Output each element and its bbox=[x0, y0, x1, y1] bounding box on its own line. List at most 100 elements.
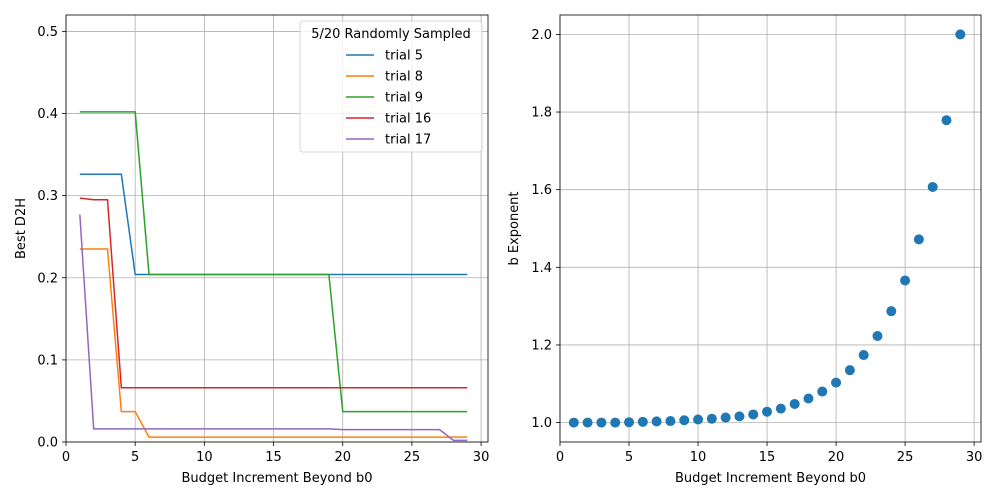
x-tick-label: 30 bbox=[966, 450, 983, 465]
x-tick: 10 bbox=[690, 442, 707, 465]
x-tick-label: 0 bbox=[62, 450, 70, 465]
y-tick-label: 1.0 bbox=[531, 416, 552, 431]
x-tick-label: 15 bbox=[759, 450, 776, 465]
x-tick: 5 bbox=[625, 442, 633, 465]
scatter-point bbox=[637, 416, 648, 427]
x-tick: 5 bbox=[131, 442, 139, 465]
legend-label: trial 9 bbox=[385, 91, 423, 106]
legend-label: trial 8 bbox=[385, 70, 423, 85]
x-tick-label: 25 bbox=[897, 450, 914, 465]
x-axis-label: Budget Increment Beyond b0 bbox=[675, 471, 866, 486]
y-tick: 0.1 bbox=[37, 353, 66, 368]
y-tick: 0.0 bbox=[37, 436, 66, 451]
x-tick-label: 10 bbox=[196, 450, 213, 465]
scatter-point bbox=[955, 29, 966, 40]
scatter-point bbox=[582, 417, 593, 428]
scatter-point bbox=[693, 414, 704, 425]
scatter-point bbox=[858, 350, 869, 361]
y-tick-label: 0.5 bbox=[37, 25, 58, 40]
scatter-point bbox=[886, 306, 897, 317]
x-tick-label: 10 bbox=[690, 450, 707, 465]
left-chart: 0 5 10 15 20 25 30 0.0 0.1 0.2 0.3 0.4 0.5 Budget Inc… bbox=[14, 14, 490, 486]
legend-entry: trial 17 bbox=[346, 133, 431, 148]
scatter-point bbox=[789, 398, 800, 409]
x-tick: 25 bbox=[404, 442, 420, 465]
y-tick-label: 0.1 bbox=[37, 353, 58, 368]
x-tick: 0 bbox=[62, 442, 70, 465]
legend-entry: trial 16 bbox=[346, 112, 431, 127]
legend-entry: trial 9 bbox=[346, 91, 423, 106]
y-tick: 1.0 bbox=[531, 416, 560, 431]
scatter-point bbox=[734, 411, 745, 422]
legend-label: trial 16 bbox=[385, 112, 431, 127]
scatter-point bbox=[803, 393, 814, 404]
x-axis-label: Budget Increment Beyond b0 bbox=[181, 471, 372, 486]
x-tick: 30 bbox=[966, 442, 983, 465]
y-tick: 1.6 bbox=[531, 183, 560, 198]
y-tick-label: 1.4 bbox=[531, 261, 552, 276]
scatter-point bbox=[900, 275, 911, 286]
scatter-point bbox=[610, 417, 621, 428]
x-tick: 30 bbox=[473, 442, 490, 465]
y-tick-label: 0.4 bbox=[37, 107, 58, 122]
scatter-point bbox=[775, 403, 786, 414]
legend-label: trial 17 bbox=[385, 133, 431, 148]
y-tick: 1.8 bbox=[531, 106, 560, 121]
y-tick-label: 1.6 bbox=[531, 183, 552, 198]
y-tick: 0.2 bbox=[37, 271, 66, 286]
y-tick-label: 2.0 bbox=[531, 28, 552, 43]
x-tick-label: 20 bbox=[828, 450, 845, 465]
y-tick: 2.0 bbox=[531, 28, 560, 43]
legend-box bbox=[299, 20, 483, 153]
right-chart: 0 5 10 15 20 25 30 1.0 1.2 1.4 1.6 1.8 2.0 Budget Inc… bbox=[507, 14, 983, 486]
scatter-point bbox=[720, 412, 731, 423]
plot-frame bbox=[65, 14, 489, 443]
scatter-point bbox=[596, 417, 607, 428]
y-tick-label: 0.2 bbox=[37, 271, 58, 286]
x-tick: 0 bbox=[556, 442, 564, 465]
series-line-trial-8 bbox=[79, 248, 468, 438]
y-axis-label: b Exponent bbox=[507, 191, 522, 265]
scatter-point bbox=[679, 415, 690, 426]
scatter-point bbox=[941, 115, 952, 126]
x-tick-label: 15 bbox=[265, 450, 282, 465]
scatter-point bbox=[665, 416, 676, 427]
x-tick-label: 5 bbox=[625, 450, 633, 465]
y-tick: 1.2 bbox=[531, 338, 560, 353]
y-tick-label: 0.3 bbox=[37, 189, 58, 204]
x-tick: 15 bbox=[265, 442, 282, 465]
y-tick: 0.3 bbox=[37, 189, 66, 204]
scatter-point bbox=[831, 377, 842, 388]
scatter-point bbox=[927, 181, 938, 192]
x-tick: 25 bbox=[897, 442, 914, 465]
scatter-point bbox=[872, 331, 883, 342]
x-tick: 10 bbox=[196, 442, 213, 465]
y-tick: 0.5 bbox=[37, 25, 66, 40]
x-tick: 20 bbox=[828, 442, 845, 465]
x-tick-label: 20 bbox=[334, 450, 351, 465]
x-tick: 15 bbox=[759, 442, 776, 465]
legend-entry: trial 5 bbox=[346, 49, 423, 64]
y-tick-label: 1.8 bbox=[531, 106, 552, 121]
scatter-point bbox=[651, 416, 662, 427]
scatter-point bbox=[748, 409, 759, 420]
scatter-point bbox=[817, 386, 828, 397]
scatter-point bbox=[913, 234, 924, 245]
y-tick: 1.4 bbox=[531, 261, 560, 276]
scatter-point bbox=[762, 406, 773, 417]
scatter-point bbox=[568, 417, 579, 428]
legend-entry: trial 8 bbox=[346, 70, 423, 85]
plot-frame bbox=[559, 14, 982, 443]
scatter-point bbox=[706, 413, 717, 424]
x-tick: 20 bbox=[334, 442, 351, 465]
x-tick-label: 30 bbox=[473, 450, 490, 465]
legend: 5/20 Randomly Sampled trial 5 trial 8 trial… bbox=[299, 20, 483, 153]
series-line-trial-16 bbox=[79, 197, 468, 389]
y-tick-label: 0.0 bbox=[37, 436, 58, 451]
series-line-trial-9 bbox=[79, 111, 468, 413]
y-tick-label: 1.2 bbox=[531, 338, 552, 353]
x-tick-label: 5 bbox=[131, 450, 139, 465]
y-axis-label: Best D2H bbox=[14, 198, 29, 259]
series-line-trial-17 bbox=[79, 214, 468, 442]
